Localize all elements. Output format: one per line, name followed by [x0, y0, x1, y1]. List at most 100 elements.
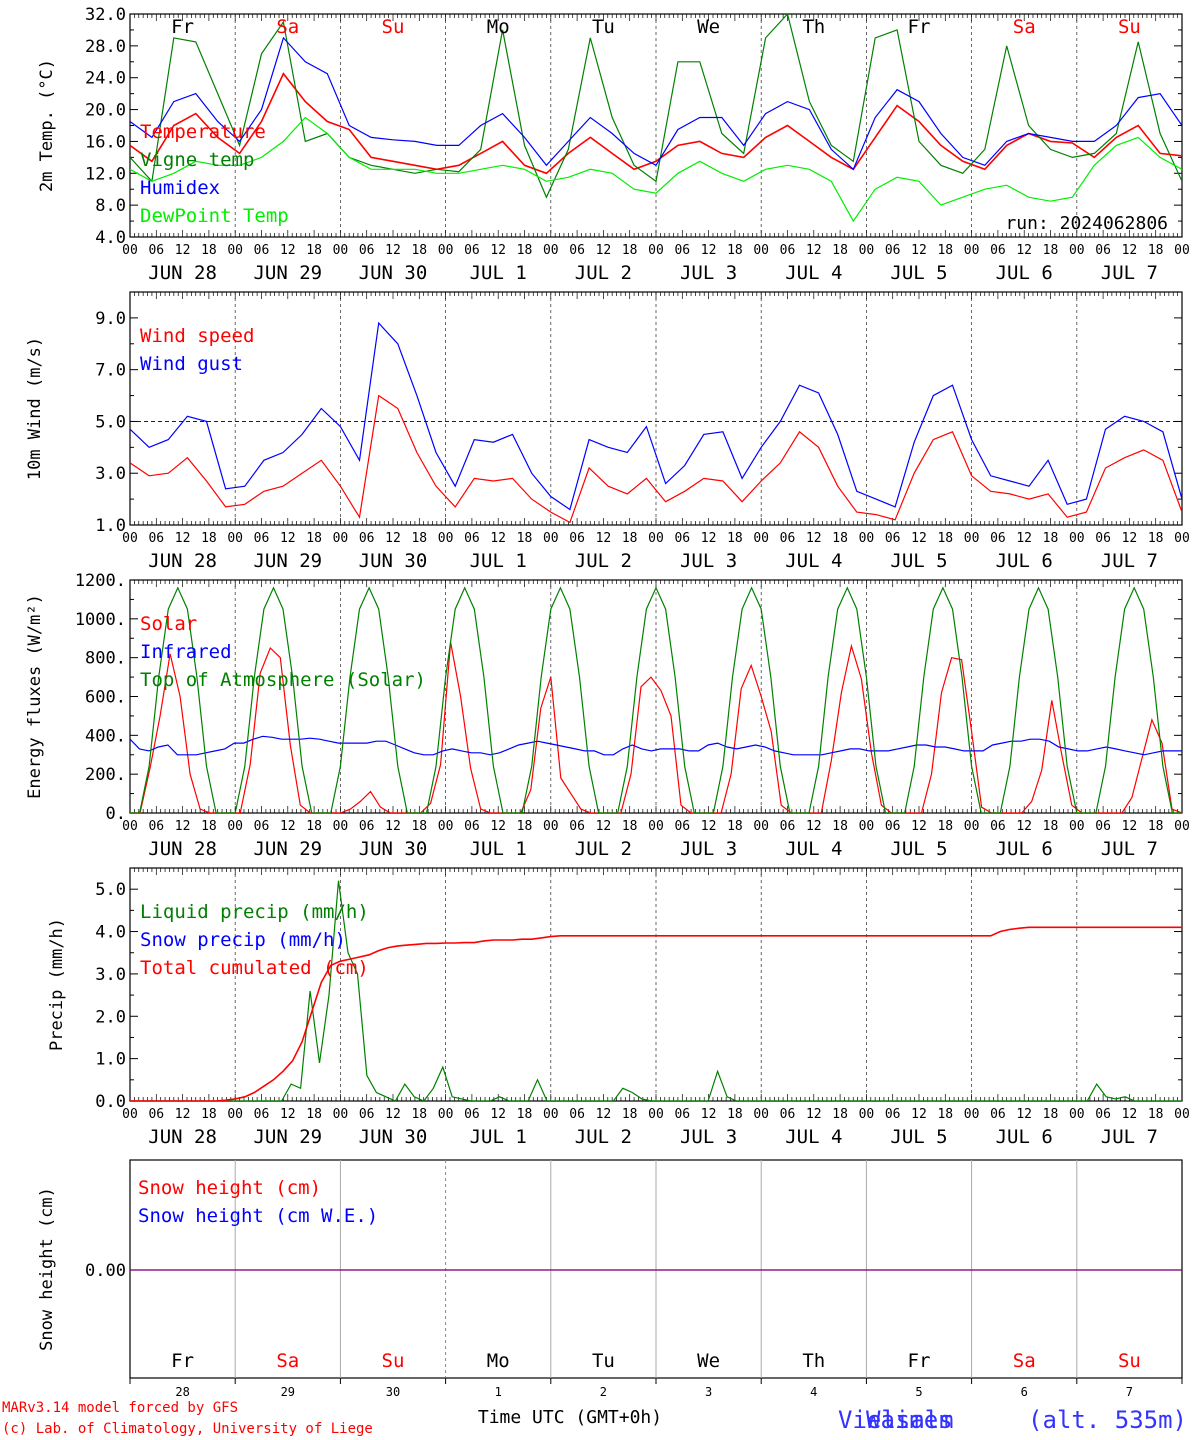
hour-tick-label: 12: [911, 1107, 927, 1122]
y-tick-label: 1200.: [75, 571, 126, 591]
hour-tick-label: 12: [175, 819, 191, 834]
hour-tick-label: 18: [937, 819, 953, 834]
footer: MARv3.14 model forced by GFS (c) Lab. of…: [2, 1400, 1187, 1437]
date-label: JUN 29: [253, 1126, 322, 1148]
day-name-label: Tu: [592, 16, 615, 38]
hour-tick-label: 06: [674, 1107, 690, 1122]
temperature-panel: 4.0 8.0 12.0 16.0 20.0 24.0 28.0 32.0 2m Temp. (…: [37, 5, 1190, 284]
y-tick-label: 24.0: [85, 69, 126, 89]
y-tick-label: 800.: [85, 649, 126, 669]
hour-tick-label: 06: [148, 819, 164, 834]
hour-tick-label: 06: [359, 1107, 375, 1122]
hour-tick-label: 06: [254, 243, 270, 258]
hour-tick-label: 06: [464, 243, 480, 258]
day-number-label: 2: [600, 1385, 607, 1399]
legend-label: DewPoint Temp: [140, 205, 289, 227]
hour-tick-label: 00: [227, 531, 243, 546]
station-overlay-label: Vielsalm: [838, 1406, 954, 1434]
hour-tick-label: 18: [727, 531, 743, 546]
hour-tick-label: 00: [333, 1107, 349, 1122]
x-axis-title: Time UTC (GMT+0h): [478, 1407, 662, 1428]
hour-tick-label: 06: [569, 243, 585, 258]
hour-tick-label: 06: [1095, 531, 1111, 546]
hour-tick-label: 06: [885, 243, 901, 258]
hour-tick-label: 06: [569, 531, 585, 546]
hour-tick-label: 06: [990, 243, 1006, 258]
hour-tick-label: 12: [1122, 819, 1138, 834]
hour-tick-label: 12: [175, 531, 191, 546]
hour-tick-label: 18: [411, 819, 427, 834]
hour-tick-label: 18: [201, 1107, 217, 1122]
date-label: JUL 1: [470, 262, 527, 284]
series-line-temperature: [130, 72, 1182, 175]
hour-tick-label: 06: [148, 243, 164, 258]
hour-tick-label: 12: [1122, 243, 1138, 258]
y-tick-label: 3.0: [95, 965, 126, 985]
hour-tick-label: 00: [122, 819, 138, 834]
hour-tick-label: 12: [280, 819, 296, 834]
legend-label: Wind speed: [140, 325, 254, 347]
hour-tick-label: 12: [911, 531, 927, 546]
hour-tick-label: 18: [1043, 243, 1059, 258]
day-name-label: Sa: [276, 1350, 299, 1372]
hour-tick-label: 18: [727, 1107, 743, 1122]
model-credit: MARv3.14 model forced by GFS: [2, 1400, 238, 1416]
hour-tick-label: 12: [806, 1107, 822, 1122]
date-label: JUL 2: [575, 262, 632, 284]
hour-tick-label: 00: [227, 819, 243, 834]
y-tick-label: 5.0: [95, 412, 126, 432]
date-label: JUL 6: [996, 1126, 1053, 1148]
day-name-label: Fr: [908, 16, 931, 38]
station-altitude: (alt. 535m): [1028, 1406, 1187, 1434]
hour-tick-label: 12: [701, 1107, 717, 1122]
date-label: JUL 4: [785, 262, 842, 284]
date-label: JUL 6: [996, 550, 1053, 572]
hour-tick-label: 18: [517, 243, 533, 258]
date-label: JUL 6: [996, 838, 1053, 860]
day-number-label: 1: [495, 1385, 502, 1399]
hour-tick-label: 06: [674, 819, 690, 834]
hour-tick-label: 18: [832, 1107, 848, 1122]
hour-tick-label: 00: [227, 1107, 243, 1122]
hour-tick-label: 18: [411, 531, 427, 546]
run-label: run: 2024062806: [1005, 213, 1168, 234]
legend-label: Wind gust: [140, 353, 243, 375]
hour-tick-label: 18: [937, 243, 953, 258]
hour-tick-label: 18: [727, 819, 743, 834]
date-label: JUN 28: [148, 262, 217, 284]
series-line-solar: [130, 641, 1182, 813]
y-tick-label: 5.0: [95, 880, 126, 900]
precip-panel: 0.0 1.0 2.0 3.0 4.0 5.0 Precip (mm/h) Liquid pr…: [47, 867, 1190, 1148]
y-tick-label: 12.0: [85, 164, 126, 184]
hour-tick-label: 00: [543, 243, 559, 258]
y-tick-label: 9.0: [95, 309, 126, 329]
day-name-label: Fr: [171, 16, 194, 38]
hour-tick-label: 12: [280, 531, 296, 546]
day-name-label: Mo: [487, 1350, 510, 1372]
y-tick-label: 200.: [85, 765, 126, 785]
legend-label: Snow height (cm W.E.): [138, 1205, 378, 1227]
hour-tick-label: 00: [859, 531, 875, 546]
date-label: JUL 1: [470, 838, 527, 860]
y-tick-label: 8.0: [95, 196, 126, 216]
hour-tick-label: 00: [648, 243, 664, 258]
hour-tick-label: 12: [701, 243, 717, 258]
hour-tick-label: 00: [333, 531, 349, 546]
lab-credit: (c) Lab. of Climatology, University of L…: [2, 1421, 373, 1437]
hour-tick-label: 06: [148, 531, 164, 546]
chart-panels: 4.08.012.016.020.024.028.032.02m Temp. (…: [25, 5, 1190, 1399]
hour-tick-label: 18: [306, 819, 322, 834]
hour-tick-label: 12: [280, 1107, 296, 1122]
hour-tick-label: 18: [1148, 1107, 1164, 1122]
hour-tick-label: 06: [780, 1107, 796, 1122]
hour-tick-label: 00: [1174, 243, 1190, 258]
hour-tick-label: 06: [569, 819, 585, 834]
legend-label: Vigne temp: [140, 149, 254, 171]
hour-tick-label: 18: [1148, 819, 1164, 834]
date-label: JUL 5: [890, 838, 947, 860]
y-tick-label: 1000.: [75, 610, 126, 630]
hour-tick-label: 12: [490, 531, 506, 546]
hour-tick-label: 00: [648, 531, 664, 546]
y-tick-label: 0.0: [95, 1092, 126, 1112]
